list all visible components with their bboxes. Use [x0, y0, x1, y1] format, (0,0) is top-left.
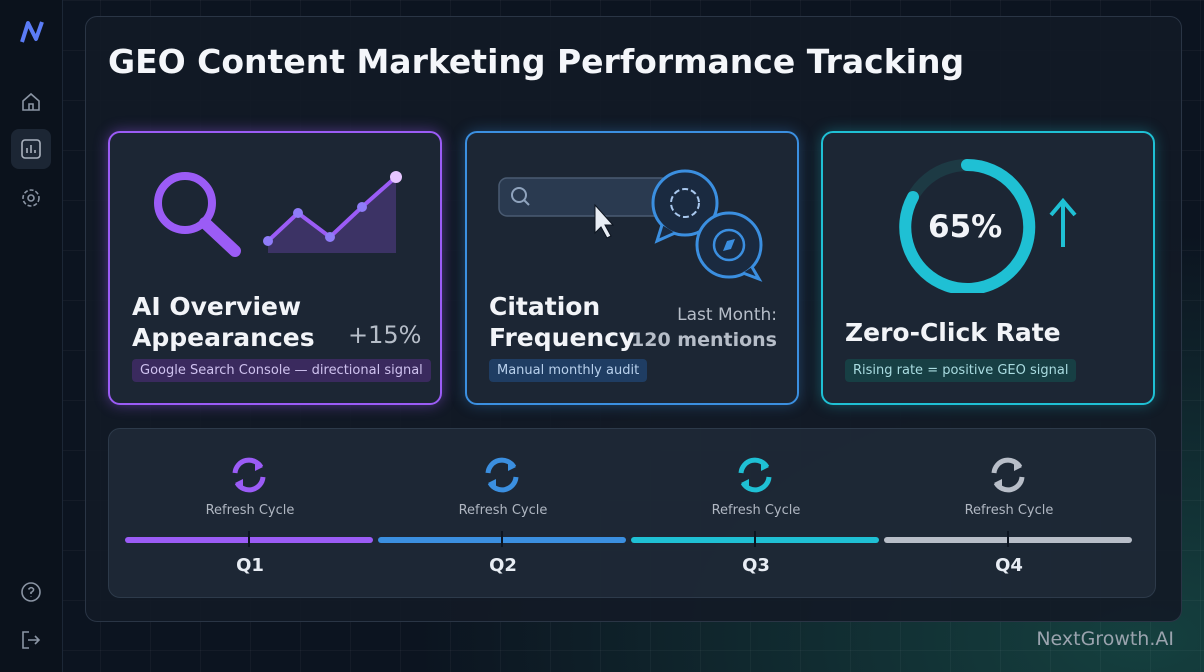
metric-card: Citation Frequency Last Month: 120 menti…	[465, 131, 799, 405]
stage-label: Refresh Cycle	[964, 503, 1054, 518]
card-metric-label: Last Month:	[677, 305, 777, 325]
stage-label: Refresh Cycle	[205, 503, 295, 518]
stage-tick	[754, 531, 756, 547]
page-title: GEO Content Marketing Performance Tracki…	[108, 42, 965, 81]
stage-label: Refresh Cycle	[458, 503, 548, 518]
card-title: AI Overview Appearances	[132, 292, 315, 352]
stage-tick	[1007, 531, 1009, 547]
logout-icon[interactable]	[19, 628, 43, 652]
refresh-icon	[991, 457, 1025, 493]
quarter-label: Q3	[742, 555, 770, 576]
rate-ring	[899, 158, 1077, 293]
stage-tick	[501, 531, 503, 547]
search-illustration	[498, 169, 763, 282]
card-title: Zero-Click Rate	[845, 318, 1061, 347]
timeline-stage: Refresh Cycle Q1	[125, 429, 375, 597]
quarter-label: Q4	[995, 555, 1023, 576]
quarter-label: Q1	[236, 555, 264, 576]
card-metric: +15%	[348, 321, 422, 349]
brand-watermark: NextGrowth.AI	[1036, 628, 1174, 650]
help-icon[interactable]	[19, 580, 43, 604]
card-note: Manual monthly audit	[489, 359, 648, 382]
sidebar	[0, 0, 63, 672]
timeline-stage: Refresh Cycle Q2	[378, 429, 628, 597]
card-metric: 65%	[928, 209, 1003, 245]
refresh-timeline: Refresh Cycle Q1 Refresh Cycle Q2 Refresh Cy…	[108, 428, 1156, 598]
card-note: Rising rate = positive GEO signal	[845, 359, 1077, 382]
card-metric: 120 mentions	[631, 329, 777, 351]
card-title: Citation Frequency	[489, 292, 636, 352]
home-icon[interactable]	[19, 90, 43, 114]
refresh-icon	[232, 457, 266, 493]
stage-label: Refresh Cycle	[711, 503, 801, 518]
refresh-icon	[485, 457, 519, 493]
logo	[20, 21, 44, 43]
timeline-stage: Refresh Cycle Q3	[631, 429, 881, 597]
quarter-label: Q2	[489, 555, 517, 576]
timeline-stage: Refresh Cycle Q4	[884, 429, 1134, 597]
card-note: Google Search Console — directional sign…	[132, 359, 431, 382]
metric-card: AI Overview Appearances +15% Google Sear…	[108, 131, 442, 405]
stage-tick	[248, 531, 250, 547]
settings-icon[interactable]	[19, 186, 43, 210]
refresh-icon	[738, 457, 772, 493]
metric-card: 65% Zero-Click Rate Rising rate = positi…	[821, 131, 1155, 405]
trend-illustration	[154, 171, 402, 257]
analytics-icon[interactable]	[19, 137, 43, 161]
